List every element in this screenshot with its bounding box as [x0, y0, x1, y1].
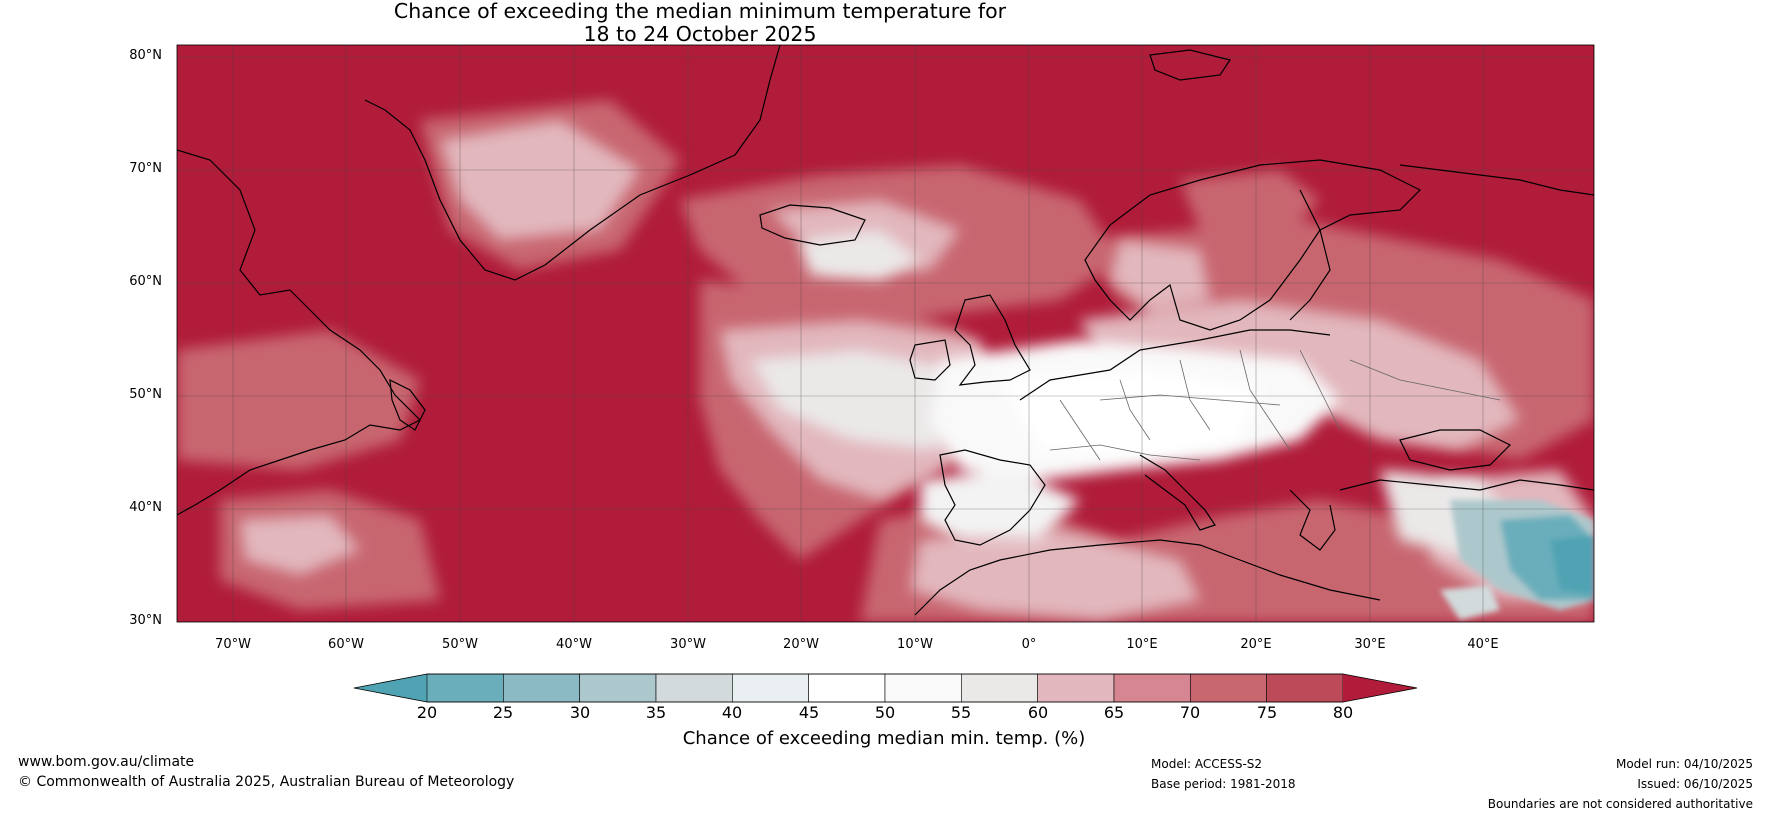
- footer-model: Model: ACCESS-S2: [1151, 757, 1263, 771]
- colorbar-cell: [732, 673, 809, 703]
- footer-issued: Issued: 06/10/2025: [1637, 777, 1753, 791]
- colorbar-title: Chance of exceeding median min. temp. (%…: [682, 728, 1086, 749]
- coast-black-sea: [1399, 429, 1512, 471]
- coast-north-africa: [914, 539, 1381, 616]
- colorbar-tick-40: 40: [721, 703, 743, 722]
- lon-label-70w: 70°W: [215, 637, 251, 652]
- coast-britain: [954, 294, 1031, 386]
- colorbar-tick-50: 50: [874, 703, 896, 722]
- colorbar-cell: [426, 673, 504, 703]
- coast-greenland: [364, 45, 781, 281]
- map-frame: [176, 44, 1595, 623]
- coast-turkey: [1339, 479, 1594, 491]
- lon-label-10e: 10°E: [1126, 637, 1158, 652]
- coast-iberia: [939, 449, 1046, 546]
- colorbar-tick-20: 20: [416, 703, 438, 722]
- colorbar-tick-25: 25: [492, 703, 514, 722]
- lat-label-60n: 60°N: [129, 274, 162, 289]
- lon-label-20w: 20°W: [783, 637, 819, 652]
- graticule: [177, 45, 1594, 622]
- colorbar-cell: [1190, 673, 1267, 703]
- colorbar: [353, 673, 1418, 703]
- footer-disclaimer: Boundaries are not considered authoritat…: [1487, 797, 1753, 811]
- map-field: [177, 45, 1594, 622]
- colorbar-extend-low: [354, 674, 427, 702]
- coast-europe-mainland: [1019, 329, 1331, 401]
- colorbar-cell: [808, 673, 886, 703]
- lon-label-50w: 50°W: [442, 637, 478, 652]
- colorbar-cell: [884, 673, 962, 703]
- title-line-1: Chance of exceeding the median minimum t…: [393, 0, 1007, 23]
- colorbar-outline: [353, 673, 1418, 703]
- footer-url: www.bom.gov.au/climate: [18, 754, 195, 770]
- footer-copyright: © Commonwealth of Australia 2025, Austra…: [18, 774, 515, 790]
- footer-model-run: Model run: 04/10/2025: [1615, 757, 1753, 771]
- coast-scandinavia: [1084, 159, 1422, 331]
- lat-label-50n: 50°N: [129, 387, 162, 402]
- colorbar-tick-55: 55: [950, 703, 972, 722]
- lat-label-70n: 70°N: [129, 161, 162, 176]
- lon-label-60w: 60°W: [328, 637, 364, 652]
- lon-label-30w: 30°W: [670, 637, 706, 652]
- lat-label-80n: 80°N: [129, 48, 162, 63]
- coast-newfoundland: [389, 378, 426, 431]
- colorbar-cell: [579, 673, 657, 703]
- coast-arctic-russia: [1399, 164, 1594, 196]
- colorbar-tick-65: 65: [1103, 703, 1125, 722]
- lon-label-20e: 20°E: [1240, 637, 1272, 652]
- lon-label-40w: 40°W: [556, 637, 592, 652]
- footer-base-period: Base period: 1981-2018: [1151, 777, 1296, 791]
- colorbar-cell: [1037, 673, 1115, 703]
- colorbar-cell: [961, 673, 1038, 703]
- title-line-2: 18 to 24 October 2025: [583, 22, 817, 46]
- coast-finland-baltic: [1289, 189, 1331, 321]
- coast-svalbard: [1149, 49, 1231, 81]
- lon-label-40e: 40°E: [1467, 637, 1499, 652]
- colorbar-tick-45: 45: [798, 703, 820, 722]
- coast-ireland: [909, 339, 951, 381]
- lat-label-40n: 40°N: [129, 500, 162, 515]
- lon-label-30e: 30°E: [1354, 637, 1386, 652]
- colorbar-cell: [655, 673, 733, 703]
- colorbar-cell: [503, 673, 580, 703]
- map-title: Chance of exceeding the median minimum t…: [0, 0, 1400, 46]
- colorbar-extend-high: [1343, 674, 1417, 702]
- coast-italy: [1139, 454, 1216, 531]
- colorbar-tick-60: 60: [1027, 703, 1049, 722]
- colorbar-tick-35: 35: [645, 703, 667, 722]
- coast-iceland: [759, 204, 866, 246]
- country-borders: [1049, 349, 1501, 461]
- colorbar-cell: [1113, 673, 1191, 703]
- colorbar-tick-75: 75: [1256, 703, 1278, 722]
- coastlines: [177, 45, 1594, 616]
- colorbar-tick-70: 70: [1179, 703, 1201, 722]
- lon-label-10w: 10°W: [897, 637, 933, 652]
- colorbar-cells: [426, 673, 1344, 703]
- colorbar-tick-30: 30: [569, 703, 591, 722]
- colorbar-tick-80: 80: [1332, 703, 1354, 722]
- colorbar-cell: [1266, 673, 1344, 703]
- prob-zone-below-40: [1440, 500, 1594, 620]
- coast-greece: [1289, 489, 1336, 551]
- coast-canada-east: [177, 149, 422, 516]
- lat-label-30n: 30°N: [129, 613, 162, 628]
- lon-label-0: 0°: [1021, 637, 1037, 652]
